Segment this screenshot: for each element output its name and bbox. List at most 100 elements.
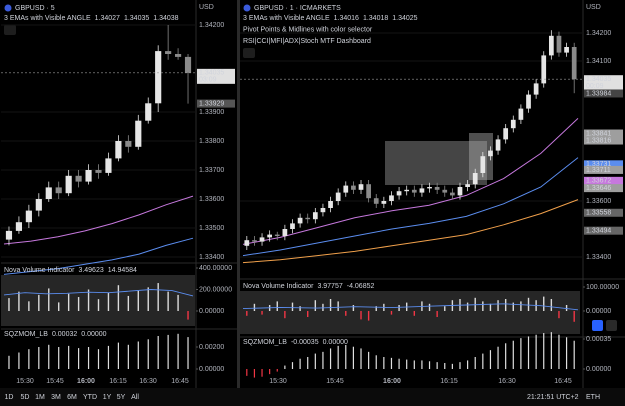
price-tick-label: 1.33800 [199, 138, 224, 145]
price-tag [584, 89, 623, 98]
price-tag [584, 75, 623, 91]
sqz-bar [68, 345, 70, 369]
volume-bar [550, 299, 553, 311]
volume-bar [97, 299, 100, 311]
volume-bar [67, 293, 70, 311]
indicator-value: -0.00035 [291, 339, 319, 346]
price-tag-label: 1.33816 [586, 137, 611, 144]
sqz-bar [535, 334, 537, 369]
volume-bar [329, 299, 332, 311]
candle-body [165, 51, 172, 54]
sqz-bar [383, 357, 385, 369]
sqz-tick-label: 0.00035 [586, 336, 611, 343]
volume-bar [177, 294, 179, 311]
candle-body [267, 234, 273, 238]
indicator-name: Pivot Points & Midlines with color selec… [243, 26, 373, 33]
sqz-bar [352, 346, 354, 369]
sqz-tick-label: 0.00000 [586, 366, 611, 373]
sqz-bar [314, 353, 316, 369]
range-button[interactable]: 1M [35, 394, 45, 401]
candle-body [312, 212, 318, 220]
candle-body [404, 189, 410, 192]
volume-bar [18, 291, 20, 311]
collapse-button[interactable] [243, 48, 255, 58]
sqz-bar [246, 369, 248, 376]
symbol-flag [243, 4, 251, 12]
volume-bar [58, 302, 60, 311]
sqz-bar [550, 332, 552, 369]
sqz-bar [48, 344, 50, 369]
candle-body [145, 103, 152, 121]
price-tag-label: 1.34035 [199, 70, 224, 77]
candle-body [174, 54, 182, 57]
volume-tick-label: 100.00000 [586, 284, 619, 291]
sqz-bar [97, 349, 100, 369]
candle-body [510, 119, 516, 129]
volume-bar [428, 303, 431, 311]
sqz-bar [58, 347, 60, 369]
sqz-bar [558, 334, 560, 369]
volume-bar [482, 301, 484, 311]
candle-body [343, 185, 349, 193]
range-button[interactable]: All [131, 394, 139, 401]
range-button[interactable]: 3M [51, 394, 61, 401]
range-button[interactable]: 1Y [103, 394, 112, 401]
price-tag [584, 226, 623, 235]
range-button[interactable]: 5D [21, 394, 30, 401]
currency: USD [199, 4, 214, 11]
candle-body [351, 185, 356, 190]
sqz-bar [329, 348, 332, 369]
volume-bar [352, 305, 355, 311]
indicator-value: 3.49623 [78, 267, 103, 274]
candle-body [85, 170, 92, 182]
auto-scale-button[interactable] [592, 320, 603, 331]
candle-body [290, 223, 295, 229]
price-tag [584, 184, 623, 193]
range-button[interactable]: YTD [83, 394, 97, 401]
time-label: 16:30 [498, 378, 516, 385]
candle-body [328, 201, 333, 208]
volume-bar [28, 301, 30, 311]
indicator-name: RSI|CCI|MFI|ADX|Stoch MTF Dashboard [243, 38, 371, 45]
volume-bar [167, 291, 169, 311]
volume-bar [38, 294, 40, 311]
sqz-bar [512, 340, 514, 369]
price-tag-label: 1.33841 [586, 130, 611, 137]
volume-bar [77, 297, 80, 311]
range-button[interactable]: 1D [5, 394, 14, 401]
price-tick-label: 1.34200 [586, 30, 611, 37]
candle-body [15, 222, 23, 231]
session-button[interactable]: ETH [586, 394, 600, 401]
price-tag [584, 129, 623, 138]
volume-bar [375, 306, 377, 311]
candle-body [450, 192, 455, 196]
collapse-button[interactable] [4, 25, 16, 35]
price-tag-label: 1.33711 [586, 167, 611, 174]
range-button[interactable]: 5Y [117, 394, 126, 401]
sqz-bar [28, 349, 30, 369]
time-label: 16:00 [77, 378, 95, 385]
pane-divider [237, 0, 240, 388]
symbol: GBPUSD · 5 [15, 5, 55, 12]
sqz-bar [167, 334, 169, 369]
candle-body [25, 210, 32, 223]
sqz-bar [505, 343, 507, 369]
candle-body [75, 175, 82, 182]
candle-body [427, 187, 432, 189]
volume-bar [117, 285, 120, 311]
sqz-bar [543, 333, 545, 369]
currency: USD [586, 4, 601, 11]
log-scale-button[interactable] [606, 320, 617, 331]
ema-line [3, 195, 194, 245]
indicator-value: 0.00032 [52, 331, 77, 338]
range-button[interactable]: 6M [67, 394, 77, 401]
sqz-bar [107, 345, 110, 369]
volume-bar [261, 311, 263, 315]
candle-body [305, 217, 311, 220]
volume-bar [284, 311, 286, 319]
time-label: 16:00 [383, 378, 401, 385]
volume-bar [520, 301, 522, 311]
indicator-value: 0.00000 [81, 331, 106, 338]
volume-bar [127, 295, 130, 311]
